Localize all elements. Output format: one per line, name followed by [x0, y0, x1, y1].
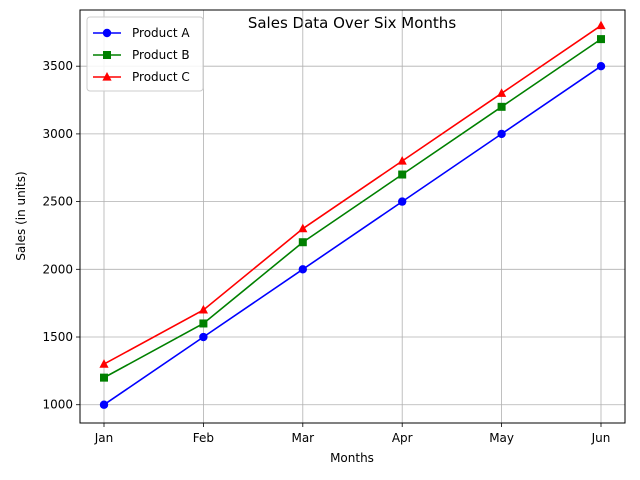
legend-marker [103, 29, 111, 37]
data-point-product-b [498, 103, 506, 111]
y-tick-label: 2000 [42, 262, 73, 276]
y-tick-label: 3500 [42, 59, 73, 73]
x-axis-label: Months [330, 451, 374, 465]
x-tick-label: Jun [591, 431, 611, 445]
y-tick-label: 3000 [42, 127, 73, 141]
y-tick-label: 1000 [42, 398, 73, 412]
y-axis-label: Sales (in units) [14, 171, 28, 260]
x-tick-label: Apr [392, 431, 413, 445]
x-tick-label: Mar [291, 431, 314, 445]
x-tick-label: May [489, 431, 514, 445]
data-point-product-a [100, 401, 108, 409]
data-point-product-b [299, 238, 307, 246]
data-point-product-b [100, 374, 108, 382]
data-point-product-a [597, 62, 605, 70]
legend-label: Product A [132, 26, 190, 40]
data-point-product-a [398, 197, 406, 205]
y-tick-label: 2500 [42, 195, 73, 209]
legend-label: Product C [132, 70, 190, 84]
data-point-product-a [299, 265, 307, 273]
y-tick-label: 1500 [42, 330, 73, 344]
x-tick-label: Jan [94, 431, 114, 445]
legend: Product A Product B Product C [87, 17, 203, 91]
legend-label: Product B [132, 48, 190, 62]
data-point-product-b [597, 35, 605, 43]
x-tick-label: Feb [193, 431, 214, 445]
legend-marker [103, 51, 111, 59]
chart-title: Sales Data Over Six Months [248, 14, 456, 32]
data-point-product-a [199, 333, 207, 341]
data-point-product-a [497, 130, 505, 138]
data-point-product-b [199, 319, 207, 327]
data-point-product-b [398, 171, 406, 179]
